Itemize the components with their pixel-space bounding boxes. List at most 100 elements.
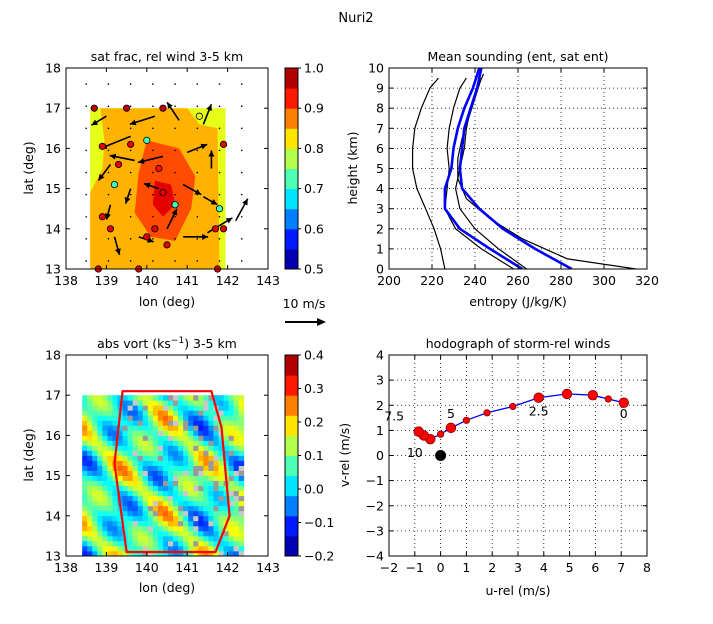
abs-vort-cell xyxy=(112,425,118,431)
abs-vort-cell xyxy=(112,410,118,416)
abs-vort-cell xyxy=(198,520,204,527)
abs-vort-cell xyxy=(198,535,204,542)
abs-vort-frame xyxy=(65,354,269,557)
abs-vort-cell xyxy=(193,475,199,482)
abs-vort-cell xyxy=(213,490,219,497)
sounding-xtick-label: 240 xyxy=(463,273,487,288)
abs-vort-cell xyxy=(238,465,245,471)
abs-vort-cell xyxy=(132,465,139,471)
abs-vort-cell xyxy=(137,530,144,537)
abs-vort-cell xyxy=(173,420,179,426)
abs-vort-cell xyxy=(107,425,113,431)
abs-vort-cell xyxy=(82,490,88,497)
abs-vort-cell xyxy=(82,420,88,426)
wind-vector xyxy=(234,198,249,222)
abs-vort-cell xyxy=(233,545,240,552)
abs-vort-cell xyxy=(142,410,149,416)
abs-vort-cell xyxy=(203,520,209,527)
abs-vort-cell xyxy=(238,430,245,436)
abs-vort-cell xyxy=(152,485,159,492)
grid-point xyxy=(240,83,243,85)
abs-vort-colorbar: −0.2 −0.1 0.0 0.1 0.2 0.3 0.4 xyxy=(284,348,334,564)
abs-vort-cell xyxy=(193,540,199,547)
abs-vort-cell xyxy=(147,475,154,482)
grid-point xyxy=(240,171,243,174)
abs-vort-cell xyxy=(157,425,164,431)
abs-vort-cell xyxy=(228,425,235,431)
abs-vort-cell xyxy=(203,515,209,522)
abs-vort-cell xyxy=(203,550,209,556)
sat-frac-yticks: 13 14 15 16 17 18 xyxy=(45,61,268,277)
grid-point xyxy=(129,215,132,218)
abs-vort-cell xyxy=(208,510,214,517)
abs-vort-cell xyxy=(127,445,134,451)
abs-vort-cell xyxy=(173,475,179,482)
sat-frac-title: sat frac, rel wind 3-5 km xyxy=(91,49,243,64)
abs-vort-cell xyxy=(127,450,134,456)
abs-vort-cell xyxy=(198,500,204,507)
abs-vort-cell xyxy=(198,410,204,416)
abs-vort-cell xyxy=(117,480,123,487)
abs-vort-cell xyxy=(122,445,129,451)
grid-point xyxy=(129,193,132,196)
abs-vort-cell xyxy=(203,450,209,456)
abs-vort-cell xyxy=(208,490,214,497)
abs-vort-cell xyxy=(132,500,139,507)
analysis-domain-outline xyxy=(113,390,231,554)
abs-vort-cell xyxy=(132,395,139,401)
abs-vort-cell xyxy=(92,425,98,431)
sounding-ytick-label: 7 xyxy=(376,121,384,136)
abs-vort-cell xyxy=(238,500,245,507)
abs-vort-cell xyxy=(97,450,103,456)
abs-vort-cell xyxy=(147,415,154,421)
abs-vort-cell xyxy=(203,480,209,487)
abs-vort-cell xyxy=(208,500,214,507)
hodograph-xtick-label: 6 xyxy=(591,560,599,575)
abs-vort-cell xyxy=(142,470,149,476)
abs-vort-cell xyxy=(102,410,108,416)
abs-vort-cell xyxy=(183,540,189,547)
abs-vort-cell xyxy=(97,480,103,487)
abs-vort-cell xyxy=(218,550,224,556)
abs-vort-cell xyxy=(162,510,169,517)
abs-vort-cell xyxy=(168,470,174,476)
grid-point xyxy=(129,127,132,130)
abs-vort-cell xyxy=(218,485,224,492)
abs-vort-cell xyxy=(82,545,88,552)
abs-vort-cell xyxy=(147,490,154,497)
abs-vort-cell xyxy=(198,430,204,436)
abs-vort-cell xyxy=(218,400,224,406)
abs-vort-cell xyxy=(97,435,103,441)
abs-vort-cell xyxy=(102,515,108,522)
grid-point xyxy=(85,127,87,130)
abs-vort-cell xyxy=(193,480,199,487)
sat-frac-ytick-label: 14 xyxy=(45,221,61,236)
abs-vort-cell xyxy=(188,515,194,522)
abs-vort-cell xyxy=(107,395,113,401)
abs-vort-cell xyxy=(122,425,129,431)
abs-vort-cell xyxy=(97,465,103,471)
abs-vort-cell xyxy=(173,435,179,441)
abs-vort-cell xyxy=(238,460,245,466)
abs-vort-cell xyxy=(132,450,139,456)
abs-vort-cell xyxy=(198,405,204,411)
abs-vort-cell xyxy=(233,540,240,547)
station-marker xyxy=(195,112,203,120)
abs-vort-cell xyxy=(87,490,93,497)
abs-vort-cell xyxy=(92,435,98,441)
abs-vort-cell xyxy=(203,500,209,507)
abs-vort-cell xyxy=(233,515,240,522)
abs-vort-cell xyxy=(238,405,245,411)
abs-vort-xtick-label: 139 xyxy=(94,560,118,575)
wind-vector xyxy=(166,208,178,230)
abs-vort-cell xyxy=(142,465,149,471)
abs-vort-cell xyxy=(173,405,179,411)
abs-vort-cell xyxy=(127,515,134,522)
abs-vort-cell xyxy=(132,530,139,537)
abs-vort-cell xyxy=(203,405,209,411)
abs-vort-cell xyxy=(142,395,149,401)
abs-vort-cell xyxy=(218,520,224,527)
sounding-ytick-label: 2 xyxy=(376,221,384,236)
grid-point xyxy=(107,193,110,196)
abs-vort-cell xyxy=(137,545,144,552)
